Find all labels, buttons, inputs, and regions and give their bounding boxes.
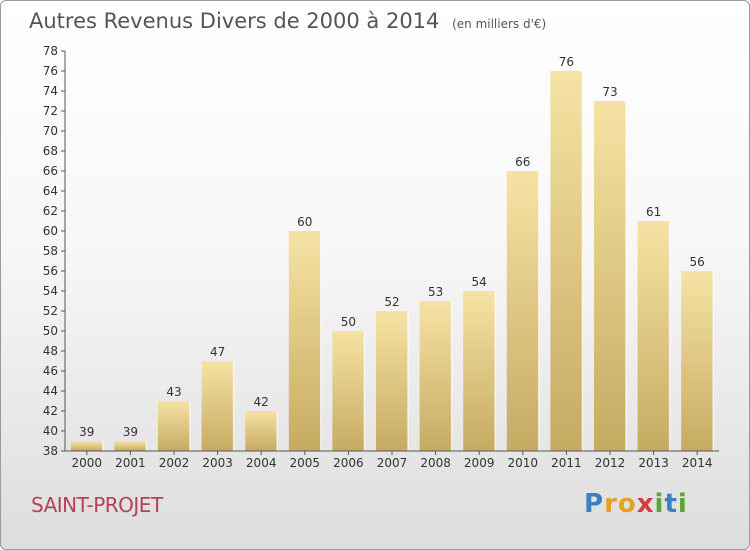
y-tick-label: 62 [43, 204, 58, 218]
data-label: 73 [602, 85, 617, 99]
x-tick-label: 2005 [290, 456, 321, 470]
logo-letter: i [677, 489, 688, 519]
bar [288, 231, 321, 451]
x-tick-label: 2003 [202, 456, 233, 470]
bar [463, 291, 496, 451]
y-tick-label: 52 [43, 304, 58, 318]
logo-letter: o [617, 489, 637, 519]
y-tick-label: 78 [43, 44, 58, 58]
data-label: 52 [384, 295, 399, 309]
chart-title-unit: (en milliers d'€) [452, 17, 547, 31]
x-tick-label: 2004 [246, 456, 277, 470]
logo-letter: r [604, 489, 618, 519]
y-tick-label: 50 [43, 324, 58, 338]
y-tick-label: 40 [43, 424, 58, 438]
bar [419, 301, 452, 451]
bar [550, 71, 583, 451]
data-label: 47 [210, 345, 225, 359]
y-tick-label: 60 [43, 224, 58, 238]
bar [332, 331, 365, 451]
y-tick-label: 72 [43, 104, 58, 118]
x-tick-label: 2002 [159, 456, 190, 470]
bar [70, 441, 103, 451]
x-tick-label: 2006 [333, 456, 364, 470]
x-tick-label: 2007 [377, 456, 408, 470]
chart-title: Autres Revenus Divers de 2000 à 2014 (en… [29, 9, 546, 33]
bar [594, 101, 626, 451]
y-tick-label: 76 [43, 64, 58, 78]
data-label: 53 [428, 285, 443, 299]
commune-name: SAINT-PROJET [31, 493, 163, 517]
data-label: 54 [472, 275, 487, 289]
x-tick-label: 2000 [72, 456, 103, 470]
bar [158, 401, 190, 451]
data-label: 60 [297, 215, 312, 229]
x-tick-label: 2010 [508, 456, 539, 470]
bars: 39 39 43 47 42 60 50 52 53 54 66 76 73 61 56 [70, 55, 714, 451]
bar [506, 171, 539, 451]
x-axis: 2000 2001 2002 2003 2004 2005 2006 2007 2008 2009… [65, 450, 719, 470]
x-tick-label: 2009 [464, 456, 495, 470]
y-tick-label: 54 [43, 284, 58, 298]
proxiti-logo: Proxiti [584, 489, 688, 519]
x-tick-label: 2014 [682, 456, 713, 470]
logo-letter: P [584, 489, 605, 519]
bar [376, 311, 408, 451]
logo-letter: i [654, 489, 665, 519]
data-label: 39 [79, 425, 94, 439]
data-label: 76 [559, 55, 574, 69]
x-tick-label: 2013 [638, 456, 669, 470]
bar [245, 411, 278, 451]
logo-letter: t [664, 489, 678, 519]
x-tick-label: 2012 [595, 456, 626, 470]
y-tick-label: 42 [43, 404, 58, 418]
x-tick-label: 2001 [115, 456, 146, 470]
data-label: 50 [341, 315, 356, 329]
y-tick-label: 46 [43, 364, 58, 378]
y-tick-label: 68 [43, 144, 58, 158]
data-label: 66 [515, 155, 530, 169]
y-tick-label: 70 [43, 124, 58, 138]
y-tick-label: 66 [43, 164, 58, 178]
y-tick-label: 48 [43, 344, 58, 358]
x-tick-label: 2008 [420, 456, 451, 470]
y-tick-label: 56 [43, 264, 58, 278]
y-tick-label: 58 [43, 244, 58, 258]
y-tick-label: 74 [43, 84, 58, 98]
bar [681, 271, 714, 451]
x-tick-label: 2011 [551, 456, 582, 470]
data-label: 56 [690, 255, 705, 269]
data-label: 42 [254, 395, 269, 409]
bar [637, 221, 670, 451]
y-tick-label: 44 [43, 384, 58, 398]
data-label: 39 [123, 425, 138, 439]
data-label: 43 [166, 385, 181, 399]
bar [201, 361, 234, 451]
bar [114, 441, 147, 451]
y-tick-label: 64 [43, 184, 58, 198]
data-label: 61 [646, 205, 661, 219]
y-tick-label: 38 [43, 444, 58, 458]
chart-title-text: Autres Revenus Divers de 2000 à 2014 [29, 9, 440, 33]
logo-letter: x [636, 489, 655, 519]
y-axis: 38 40 42 44 46 48 50 52 54 56 58 60 62 64 66 68 70 72 74 76… [43, 44, 66, 458]
